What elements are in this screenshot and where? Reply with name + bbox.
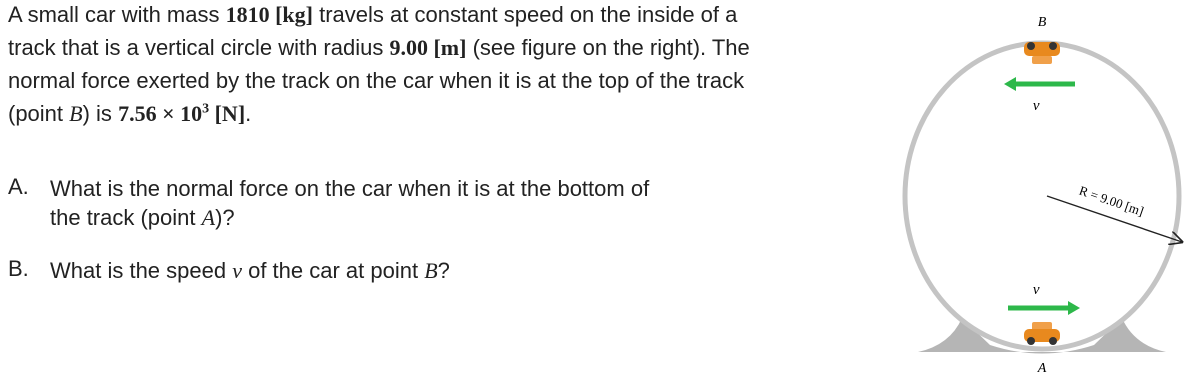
variable: A — [201, 205, 216, 230]
radius-label: R = 9.00 [m] — [1077, 183, 1145, 219]
text: (point — [8, 101, 70, 126]
text: )? — [215, 205, 235, 230]
arrow-head — [1004, 77, 1016, 91]
unit: [N] — [209, 101, 246, 126]
text: What is the speed — [50, 258, 233, 283]
variable: v — [232, 258, 242, 283]
question-line: What is the speed v of the car at point … — [50, 258, 450, 284]
velocity-label: v⃗ — [1033, 282, 1051, 298]
text: A small car with mass — [8, 2, 226, 27]
text: normal force exerted by the track on the… — [8, 68, 745, 93]
intro-line: A small car with mass 1810 [kg] travels … — [8, 2, 737, 28]
car — [1024, 42, 1060, 64]
text: the track (point — [50, 205, 202, 230]
text: (see figure on the right). The — [466, 35, 750, 60]
text: . — [245, 101, 252, 126]
velocity-label: v⃗ — [1033, 98, 1051, 114]
point-label: A — [1037, 361, 1047, 376]
car — [1024, 322, 1060, 345]
text: travels at constant speed on the inside … — [313, 2, 738, 27]
question-line: What is the normal force on the car when… — [50, 176, 649, 202]
track — [902, 40, 1182, 352]
radius-arrow — [1046, 195, 1182, 242]
loop-figure: B v⃗ R = 9.00 [m] v⃗ A — [902, 15, 1200, 376]
question-line: the track (point A)? — [50, 205, 235, 231]
intro-line: normal force exerted by the track on the… — [8, 68, 744, 94]
question-label: B. — [8, 256, 29, 281]
text: What is the normal force on the car when… — [50, 176, 650, 201]
point-label: B — [1038, 15, 1047, 30]
mass: 1810 [kg] — [225, 2, 313, 27]
exponent: 3 — [202, 101, 210, 117]
radius: 9.00 [m] — [389, 35, 467, 60]
variable: B — [424, 258, 438, 283]
ground — [918, 318, 1166, 354]
question-label: A. — [8, 174, 29, 199]
text: of the car at point — [241, 258, 425, 283]
text: track that is a vertical circle with rad… — [8, 35, 390, 60]
force: 7.56 × 10 — [118, 101, 203, 126]
arrow-head — [1068, 301, 1080, 315]
intro-line: (point B) is 7.56 × 103 [N]. — [8, 101, 251, 127]
intro-line: track that is a vertical circle with rad… — [8, 35, 750, 61]
text: ? — [437, 258, 450, 283]
variable: B — [69, 101, 83, 126]
text: ) is — [82, 101, 119, 126]
